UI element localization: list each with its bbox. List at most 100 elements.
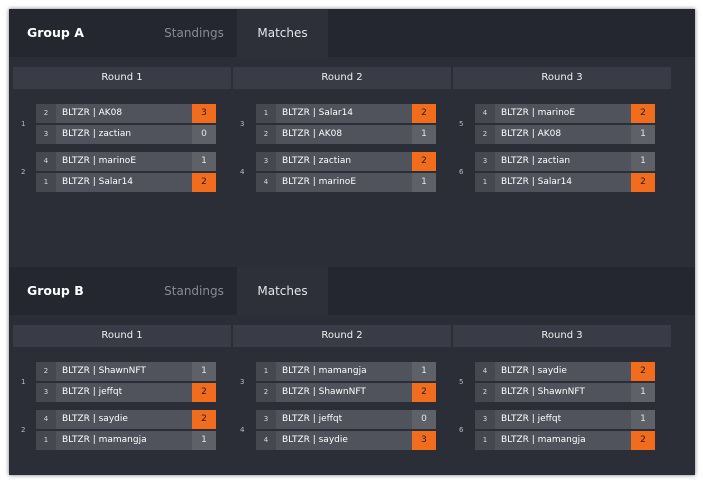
winner-score: 2 xyxy=(412,383,436,402)
player-seed: 4 xyxy=(36,152,56,171)
player-name: BLTZR | ShawnNFT xyxy=(62,366,146,376)
player-name: BLTZR | marinoE xyxy=(282,177,356,187)
winner-score: 3 xyxy=(412,431,436,450)
match-number: 2 xyxy=(21,426,26,434)
match-player-row[interactable]: 1 BLTZR | Salar14 2 xyxy=(475,173,655,192)
player-seed: 1 xyxy=(256,362,276,381)
player-name: BLTZR | Salar14 xyxy=(501,177,573,187)
match-player-row[interactable]: 1 BLTZR | mamangja 1 xyxy=(36,431,216,450)
player-name: BLTZR | Salar14 xyxy=(62,177,134,187)
player-name: BLTZR | ShawnNFT xyxy=(282,387,366,397)
match-number: 3 xyxy=(240,120,245,128)
match-player-row[interactable]: 2 BLTZR | ShawnNFT 2 xyxy=(256,383,436,402)
player-name: BLTZR | marinoE xyxy=(501,108,575,118)
tab-matches[interactable]: Matches xyxy=(237,9,328,57)
match-player-row[interactable]: 4 BLTZR | saydie 3 xyxy=(256,431,436,450)
player-score: 1 xyxy=(412,173,436,192)
winner-score: 2 xyxy=(192,410,216,429)
match-player-row[interactable]: 4 BLTZR | marinoE 1 xyxy=(36,152,216,171)
winner-score: 2 xyxy=(631,104,655,123)
match-player-row[interactable]: 1 BLTZR | mamangja 2 xyxy=(475,431,655,450)
match-player-row[interactable]: 3 BLTZR | zactian 0 xyxy=(36,125,216,144)
player-seed: 3 xyxy=(475,152,495,171)
tab-matches[interactable]: Matches xyxy=(237,267,328,315)
player-seed: 4 xyxy=(256,173,276,192)
player-name: BLTZR | mamangja xyxy=(501,435,586,445)
match-player-row[interactable]: 1 BLTZR | mamangja 1 xyxy=(256,362,436,381)
match-player-row[interactable]: 2 BLTZR | AK08 1 xyxy=(256,125,436,144)
match-player-row[interactable]: 3 BLTZR | zactian 2 xyxy=(256,152,436,171)
winner-score: 2 xyxy=(412,104,436,123)
winner-score: 3 xyxy=(192,104,216,123)
player-name: BLTZR | zactian xyxy=(282,156,352,166)
player-score: 1 xyxy=(192,362,216,381)
player-name: BLTZR | jeffqt xyxy=(501,414,562,424)
player-score: 1 xyxy=(412,125,436,144)
player-seed: 2 xyxy=(256,125,276,144)
player-seed: 1 xyxy=(36,173,56,192)
player-seed: 2 xyxy=(475,383,495,402)
player-seed: 3 xyxy=(36,383,56,402)
match-player-row[interactable]: 3 BLTZR | zactian 1 xyxy=(475,152,655,171)
player-seed: 4 xyxy=(256,431,276,450)
match-number: 3 xyxy=(240,378,245,386)
player-score: 1 xyxy=(631,125,655,144)
match-number: 1 xyxy=(21,120,26,128)
match-player-row[interactable]: 4 BLTZR | marinoE 1 xyxy=(256,173,436,192)
player-name: BLTZR | ShawnNFT xyxy=(501,387,585,397)
player-name: BLTZR | zactian xyxy=(62,129,132,139)
player-seed: 2 xyxy=(256,383,276,402)
match-player-row[interactable]: 4 BLTZR | saydie 2 xyxy=(36,410,216,429)
match-player-row[interactable]: 4 BLTZR | saydie 2 xyxy=(475,362,655,381)
player-seed: 2 xyxy=(475,125,495,144)
player-seed: 4 xyxy=(36,410,56,429)
player-name: BLTZR | zactian xyxy=(501,156,571,166)
winner-score: 2 xyxy=(412,152,436,171)
match-number: 6 xyxy=(459,426,464,434)
player-name: BLTZR | jeffqt xyxy=(62,387,123,397)
group-title: Group B xyxy=(27,283,84,298)
match-number: 2 xyxy=(21,168,26,176)
match-player-row[interactable]: 2 BLTZR | ShawnNFT 1 xyxy=(36,362,216,381)
player-seed: 1 xyxy=(475,431,495,450)
tab-standings[interactable]: Standings xyxy=(164,26,224,40)
group-title: Group A xyxy=(27,25,84,40)
match-player-row[interactable]: 1 BLTZR | Salar14 2 xyxy=(256,104,436,123)
player-seed: 1 xyxy=(36,431,56,450)
match-player-row[interactable]: 3 BLTZR | jeffqt 1 xyxy=(475,410,655,429)
winner-score: 2 xyxy=(631,173,655,192)
match-player-row[interactable]: 2 BLTZR | ShawnNFT 1 xyxy=(475,383,655,402)
round-header: Round 2 xyxy=(233,67,451,89)
player-name: BLTZR | AK08 xyxy=(501,129,562,139)
round-header: Round 2 xyxy=(233,325,451,347)
match-number: 5 xyxy=(459,378,464,386)
tab-standings[interactable]: Standings xyxy=(164,284,224,298)
player-seed: 1 xyxy=(256,104,276,123)
match-number: 4 xyxy=(240,426,245,434)
winner-score: 2 xyxy=(192,173,216,192)
player-name: BLTZR | mamangja xyxy=(282,366,367,376)
player-seed: 3 xyxy=(36,125,56,144)
match-player-row[interactable]: 2 BLTZR | AK08 1 xyxy=(475,125,655,144)
player-score: 1 xyxy=(631,383,655,402)
match-number: 5 xyxy=(459,120,464,128)
player-name: BLTZR | marinoE xyxy=(62,156,136,166)
player-score: 1 xyxy=(192,152,216,171)
player-name: BLTZR | AK08 xyxy=(62,108,123,118)
player-score: 1 xyxy=(192,431,216,450)
player-name: BLTZR | saydie xyxy=(501,366,567,376)
player-score: 0 xyxy=(412,410,436,429)
player-name: BLTZR | mamangja xyxy=(62,435,147,445)
player-name: BLTZR | jeffqt xyxy=(282,414,343,424)
winner-score: 2 xyxy=(631,362,655,381)
match-player-row[interactable]: 2 BLTZR | AK08 3 xyxy=(36,104,216,123)
match-player-row[interactable]: 1 BLTZR | Salar14 2 xyxy=(36,173,216,192)
group-header: Group A Standings Matches xyxy=(9,9,695,57)
match-player-row[interactable]: 4 BLTZR | marinoE 2 xyxy=(475,104,655,123)
match-player-row[interactable]: 3 BLTZR | jeffqt 0 xyxy=(256,410,436,429)
match-player-row[interactable]: 3 BLTZR | jeffqt 2 xyxy=(36,383,216,402)
player-name: BLTZR | Salar14 xyxy=(282,108,354,118)
player-name: BLTZR | AK08 xyxy=(282,129,343,139)
player-seed: 3 xyxy=(256,410,276,429)
player-seed: 1 xyxy=(475,173,495,192)
